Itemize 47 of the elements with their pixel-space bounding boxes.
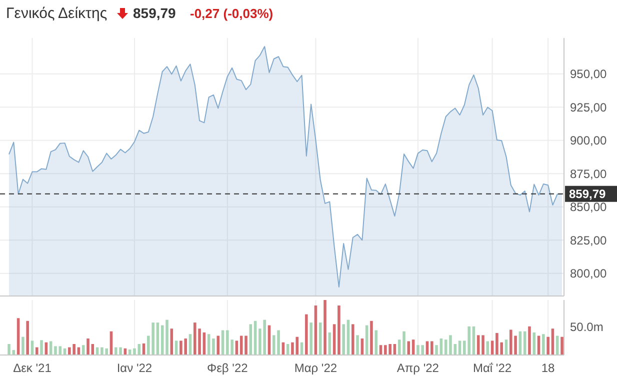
x-tick-label: Μαΐ '22 — [473, 361, 512, 375]
y-tick-label: 950,00 — [570, 67, 608, 82]
bar — [212, 338, 215, 355]
x-tick-label: Ιαν '22 — [116, 361, 152, 375]
bar — [430, 341, 434, 355]
y-tick-label: 850,00 — [570, 200, 608, 214]
bar — [560, 336, 564, 355]
bar — [528, 326, 531, 355]
bar — [216, 336, 220, 355]
x-tick-label: Φεβ '22 — [207, 361, 248, 375]
bar — [351, 324, 354, 355]
x-tick-label: Δεκ '21 — [13, 361, 52, 375]
bar — [86, 338, 90, 355]
text: -0,27 (-0,03%) — [190, 6, 274, 21]
bar — [244, 336, 248, 355]
bar — [374, 330, 378, 355]
y-tick-label: 925,00 — [570, 100, 608, 114]
bar — [8, 344, 10, 355]
bar — [482, 335, 484, 355]
bar — [35, 347, 38, 355]
bar — [310, 322, 312, 355]
x-tick-label: 18 — [541, 361, 556, 375]
bar — [370, 320, 373, 355]
text: 50.0m — [570, 320, 604, 334]
bar — [402, 331, 406, 355]
bar — [342, 324, 345, 355]
chart-subtitle: 859,79 — [133, 5, 176, 21]
bar — [26, 320, 29, 355]
bar — [305, 314, 308, 355]
bar — [324, 300, 326, 355]
bar — [166, 320, 168, 355]
bar — [435, 345, 438, 355]
chart-title: Γενικός Δείκτης — [6, 5, 108, 22]
bar — [40, 340, 43, 355]
bar — [532, 332, 536, 355]
y-tick-label: 900,00 — [570, 134, 608, 148]
bar — [338, 306, 340, 355]
x-tick-label: Μαρ '22 — [294, 361, 338, 375]
bar — [356, 335, 359, 355]
x-tick-label: Απρ '22 — [396, 361, 440, 375]
y-tick-label: 875,00 — [570, 166, 608, 181]
y-tick-label: 800,00 — [570, 266, 608, 281]
ref-line-label: 859,79 — [569, 187, 606, 202]
bar — [546, 336, 550, 355]
y-tick-label: 825,00 — [570, 233, 608, 248]
bar — [542, 334, 545, 355]
bar — [22, 336, 24, 355]
